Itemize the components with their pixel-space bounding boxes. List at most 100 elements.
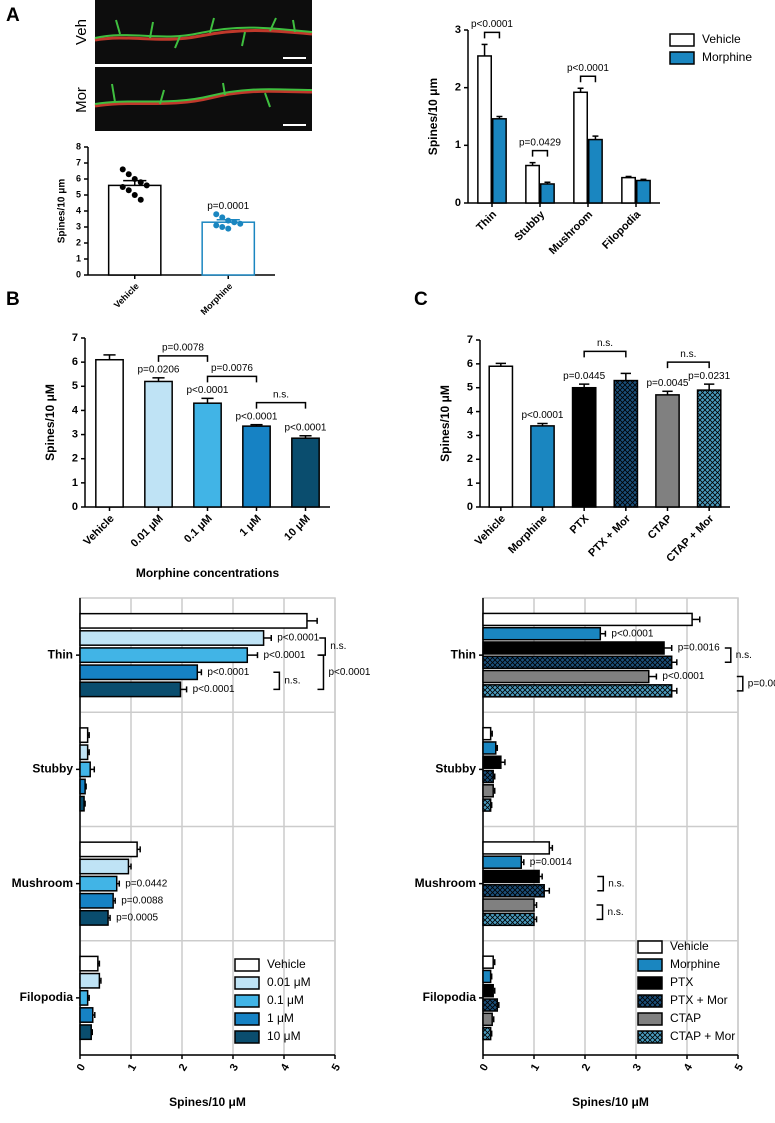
bar bbox=[482, 798, 492, 812]
p-value-label: p<0.0001 bbox=[285, 422, 327, 433]
legend-swatch bbox=[637, 1012, 663, 1026]
bracket-label: n.s. bbox=[608, 878, 624, 889]
y-tick-label: 7 bbox=[467, 334, 473, 346]
y-tick-label: 6 bbox=[76, 173, 81, 183]
bracket-label: p<0.0001 bbox=[328, 667, 370, 678]
legend-label: 0.01 μM bbox=[267, 975, 311, 989]
bar bbox=[482, 655, 673, 670]
legend-label: 0.1 μM bbox=[267, 993, 304, 1007]
p-value-label: p<0.0001 bbox=[611, 628, 653, 639]
bar bbox=[79, 681, 182, 698]
bar bbox=[696, 389, 722, 508]
bracket bbox=[255, 401, 307, 409]
bar bbox=[482, 998, 499, 1012]
bar bbox=[482, 1012, 493, 1027]
y-tick-label: 4 bbox=[72, 404, 79, 416]
x-tick-label: 1 bbox=[529, 1062, 542, 1073]
y-tick-label: Thin bbox=[48, 647, 73, 661]
p-value-label: p<0.0001 bbox=[236, 411, 278, 422]
bar bbox=[530, 425, 555, 508]
bracket-label: n.s. bbox=[597, 338, 613, 349]
x-tick-label: Filopodia bbox=[600, 208, 644, 252]
x-tick-label: Stubby bbox=[512, 208, 547, 243]
bar bbox=[482, 1026, 492, 1041]
legend-swatch bbox=[234, 976, 260, 990]
p-value-label: p=0.0045 bbox=[647, 378, 689, 389]
bar bbox=[79, 972, 101, 989]
y-tick-label: 3 bbox=[455, 24, 461, 36]
x-tick-label: Vehicle bbox=[112, 281, 141, 310]
x-tick-label: PTX + Mor bbox=[586, 512, 633, 559]
data-point bbox=[137, 196, 144, 203]
bracket-label: n.s. bbox=[273, 389, 289, 400]
bracket bbox=[483, 31, 501, 39]
y-tick-label: Stubby bbox=[435, 762, 476, 776]
bar bbox=[482, 983, 494, 998]
x-tick-label: 0.01 μM bbox=[129, 513, 166, 550]
bar bbox=[482, 969, 492, 984]
legend-swatch bbox=[637, 976, 663, 990]
bracket-label: p=0.0429 bbox=[519, 137, 561, 148]
bar bbox=[482, 641, 665, 655]
panel-label: B bbox=[6, 289, 20, 310]
bar bbox=[79, 955, 99, 972]
bar bbox=[613, 379, 639, 508]
bar bbox=[79, 630, 265, 646]
data-point bbox=[119, 166, 126, 173]
x-tick-label: 5 bbox=[733, 1062, 746, 1073]
p-value-label: p=0.0014 bbox=[530, 857, 572, 868]
y-tick-label: Mushroom bbox=[415, 876, 476, 890]
bracket-label: n.s. bbox=[330, 641, 346, 652]
bar bbox=[291, 437, 320, 508]
bar bbox=[79, 612, 308, 629]
data-point bbox=[219, 224, 226, 230]
y-tick-label: 5 bbox=[72, 380, 78, 392]
bar bbox=[539, 183, 555, 204]
y-tick-label: 0 bbox=[76, 269, 81, 279]
y-tick-label: 6 bbox=[467, 358, 473, 370]
bracket bbox=[596, 904, 604, 921]
p-value-label: p<0.0001 bbox=[193, 684, 235, 695]
p-value-label: p=0.0231 bbox=[688, 371, 730, 382]
bracket bbox=[724, 647, 732, 664]
y-tick-label: 0 bbox=[467, 501, 473, 513]
p-value-label: p<0.0001 bbox=[187, 385, 229, 396]
legend-swatch bbox=[637, 958, 663, 972]
legend-swatch bbox=[637, 994, 663, 1008]
legend-label: CTAP bbox=[670, 1011, 701, 1025]
bar bbox=[79, 875, 118, 892]
data-point bbox=[125, 171, 132, 178]
legend-swatch bbox=[637, 1030, 663, 1044]
data-point bbox=[225, 217, 232, 224]
x-tick-label: 5 bbox=[330, 1062, 343, 1073]
legend-label: 10 μM bbox=[267, 1029, 301, 1043]
bar bbox=[482, 884, 545, 898]
micrograph bbox=[94, 0, 313, 131]
bar bbox=[482, 684, 673, 698]
bar bbox=[95, 358, 124, 508]
y-tick-label: Mushroom bbox=[12, 876, 73, 890]
legend-label: PTX + Mor bbox=[670, 993, 728, 1007]
data-point bbox=[213, 222, 220, 229]
x-tick-label: 1 bbox=[126, 1062, 139, 1073]
y-tick-label: 2 bbox=[467, 453, 473, 465]
bracket bbox=[157, 355, 209, 362]
bar bbox=[482, 955, 494, 969]
x-tick-label: 0.1 μM bbox=[182, 513, 215, 546]
bracket bbox=[531, 149, 549, 157]
p-value-label: p=0.0442 bbox=[125, 878, 167, 889]
legend-swatch bbox=[234, 958, 260, 972]
x-tick-label: 4 bbox=[682, 1061, 696, 1073]
bracket-label: p<0.0001 bbox=[471, 19, 513, 30]
bar bbox=[482, 841, 551, 855]
x-tick-label: 4 bbox=[279, 1061, 293, 1073]
y-tick-label: 1 bbox=[72, 477, 78, 489]
bar bbox=[491, 118, 507, 204]
bar bbox=[79, 744, 89, 761]
legend-label: Morphine bbox=[670, 957, 720, 971]
p-value-label: p<0.0001 bbox=[263, 650, 305, 661]
bar bbox=[79, 909, 109, 926]
bracket bbox=[579, 75, 597, 83]
